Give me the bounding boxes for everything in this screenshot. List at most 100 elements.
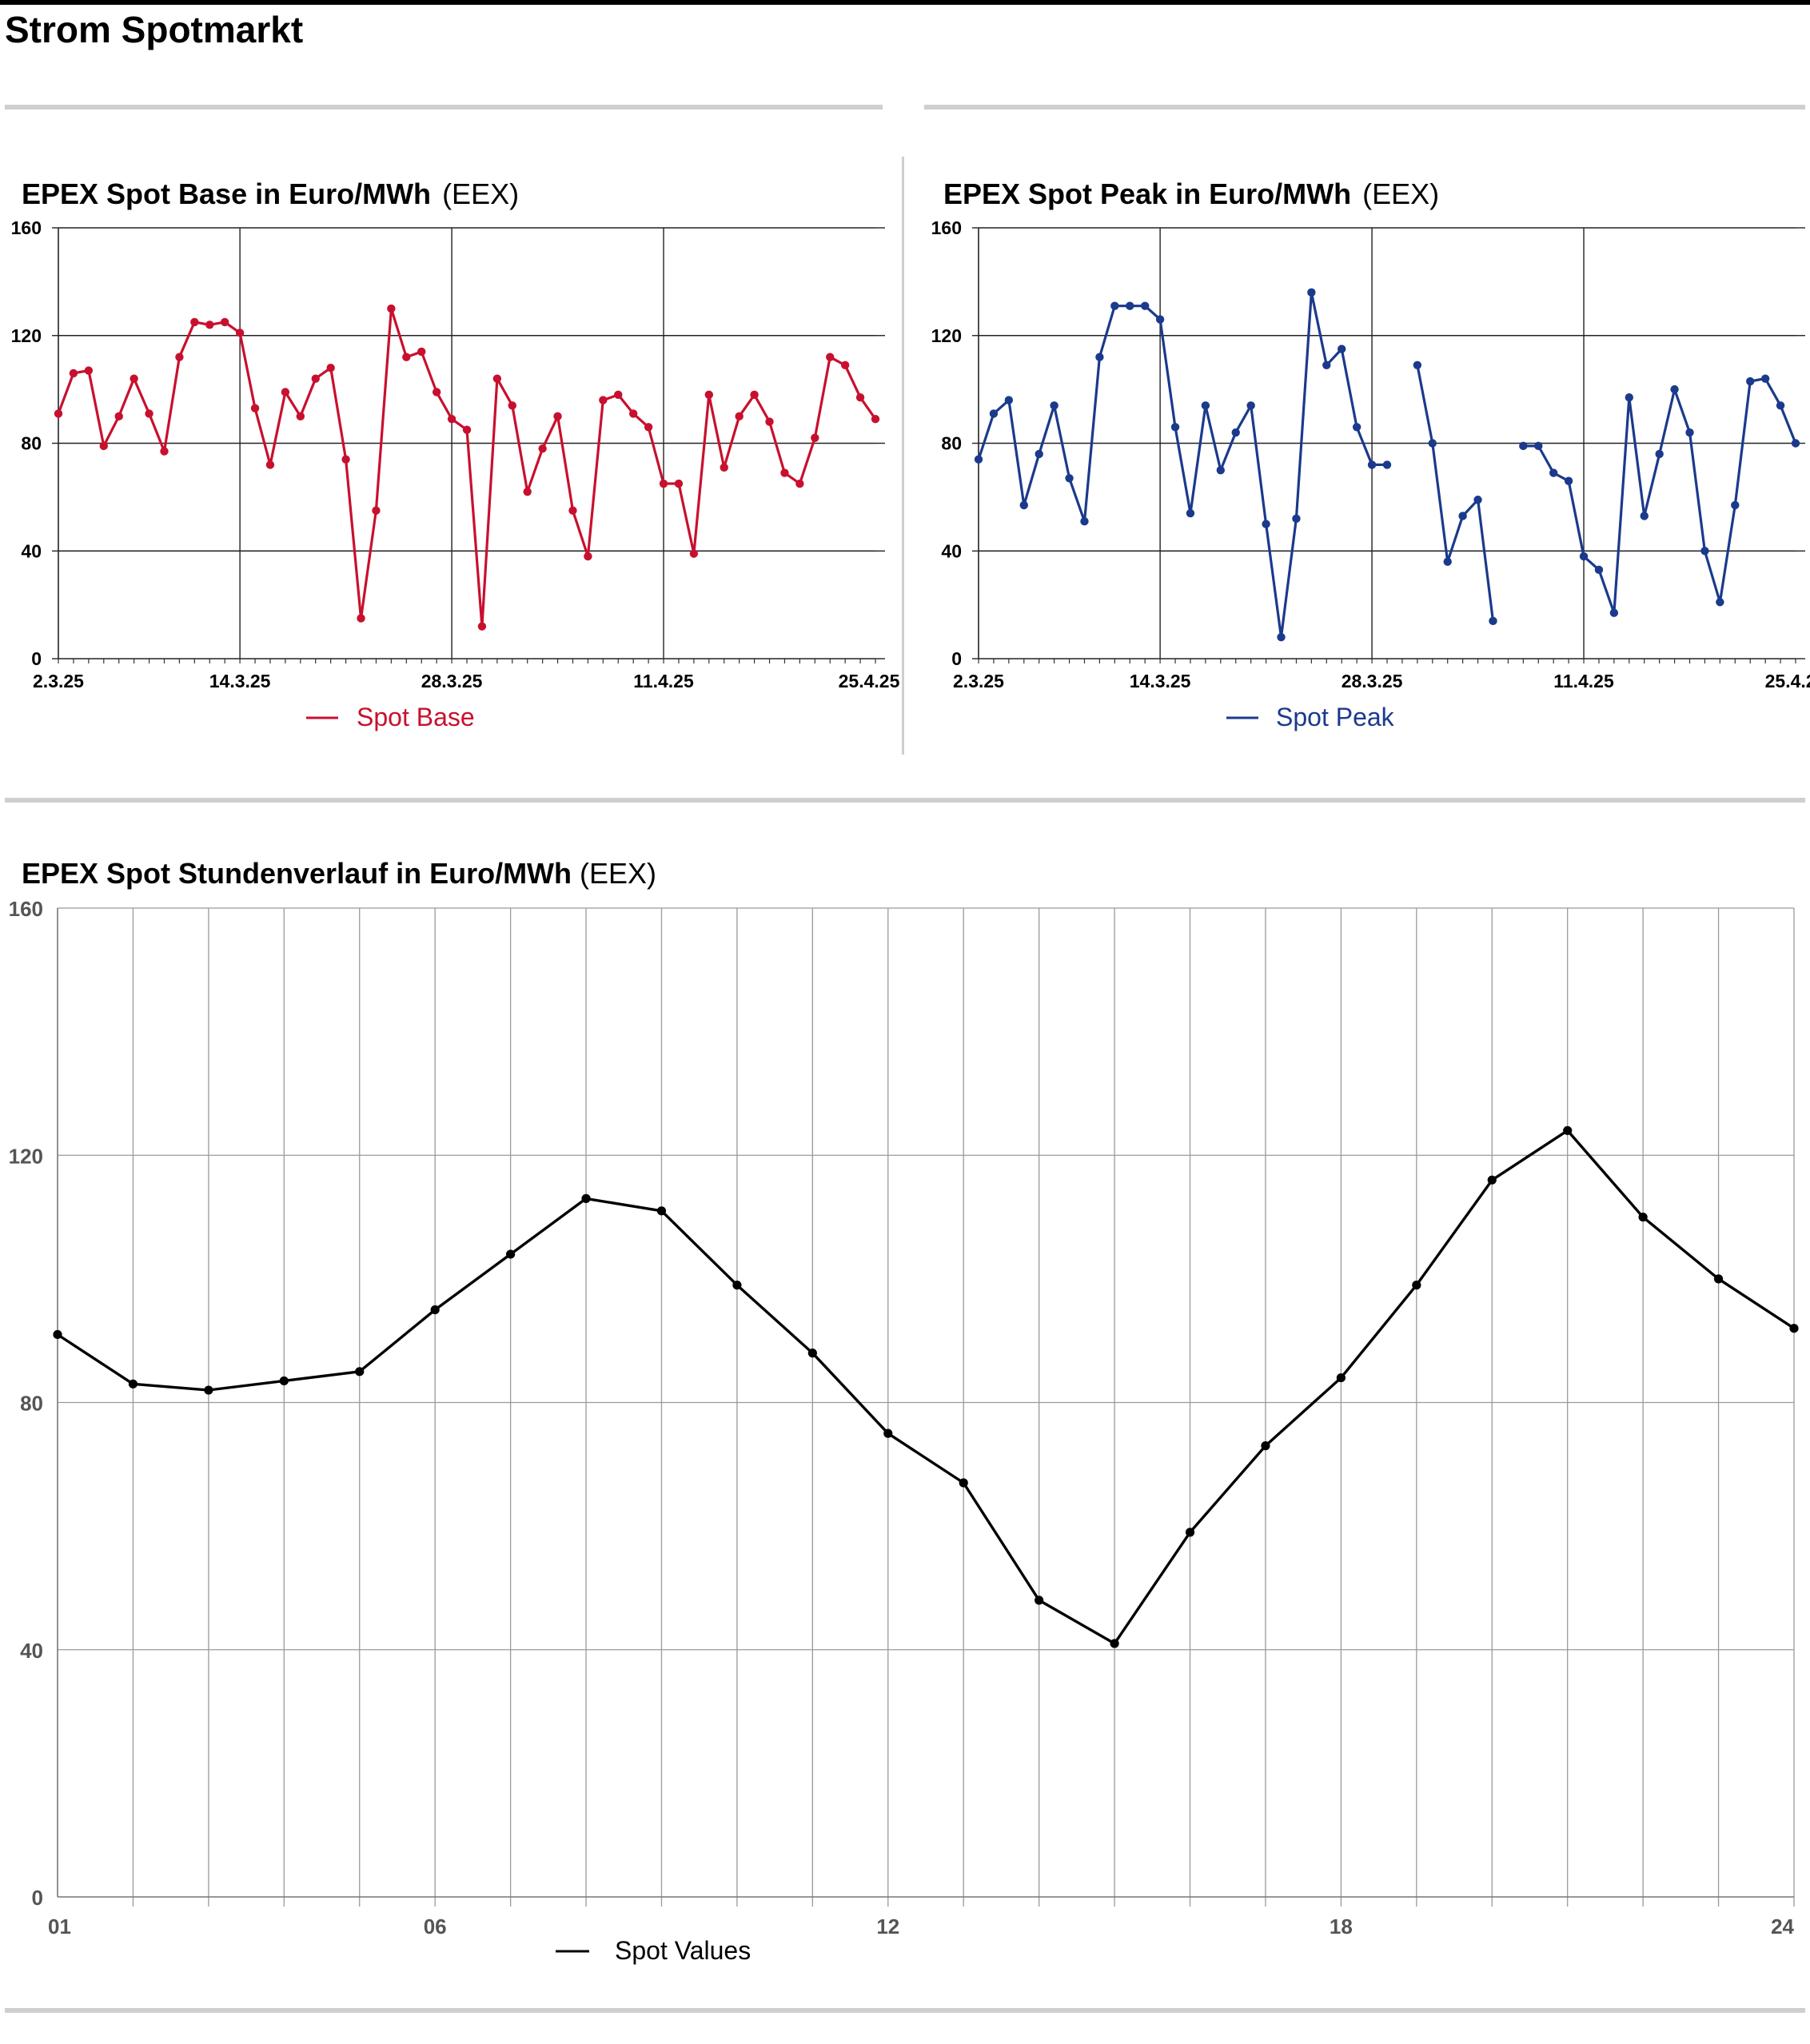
data-point	[1625, 393, 1634, 402]
base-chart-source: (EEX)	[442, 177, 520, 210]
data-point	[53, 1329, 62, 1340]
legend-label: Spot Values	[615, 1936, 751, 1965]
data-point	[974, 455, 983, 464]
data-point	[1231, 428, 1240, 437]
data-point	[160, 447, 169, 456]
data-point	[1564, 476, 1573, 485]
data-point	[175, 353, 184, 361]
hourly-chart-heading: EPEX Spot Stundenverlauf in Euro/MWh (EEX…	[22, 857, 656, 891]
x-tick-label: 24	[1771, 1915, 1794, 1938]
x-tick-label: 18	[1330, 1915, 1353, 1938]
data-point	[1185, 1528, 1195, 1537]
data-point	[1713, 1274, 1724, 1284]
data-point	[989, 409, 999, 418]
data-point	[130, 374, 138, 383]
data-point	[265, 460, 275, 469]
data-point	[477, 622, 487, 631]
data-point	[959, 1478, 968, 1488]
data-point	[1035, 1596, 1044, 1605]
data-point	[538, 444, 547, 453]
data-point	[1216, 465, 1226, 475]
data-point	[1473, 496, 1482, 504]
x-tick-label: 11.4.25	[633, 671, 694, 691]
data-point	[581, 1193, 591, 1203]
divider-left	[5, 105, 883, 110]
data-point	[220, 317, 229, 327]
data-point	[1655, 449, 1664, 459]
data-point	[1382, 460, 1392, 469]
data-point	[1367, 460, 1377, 469]
data-point	[644, 423, 653, 432]
data-point	[1170, 423, 1180, 432]
data-point	[1095, 353, 1104, 361]
data-point	[84, 366, 94, 375]
data-point	[704, 390, 714, 400]
data-point	[357, 614, 365, 623]
data-point	[840, 361, 850, 370]
data-point	[1640, 512, 1649, 520]
data-point	[1760, 374, 1770, 383]
y-tick-label: 0	[32, 1886, 43, 1910]
x-tick-label: 06	[424, 1915, 447, 1938]
data-point	[750, 390, 759, 400]
y-tick-label: 160	[11, 217, 42, 238]
data-point	[1201, 401, 1210, 410]
y-tick-label: 40	[20, 1639, 43, 1663]
data-point	[326, 363, 335, 373]
data-point	[1519, 441, 1528, 451]
data-point	[735, 412, 744, 421]
peak-chart-source: (EEX)	[1362, 177, 1440, 210]
data-point	[1322, 361, 1331, 370]
y-tick-label: 0	[951, 648, 962, 669]
x-tick-label: 11.4.25	[1553, 671, 1614, 691]
data-point	[99, 441, 108, 451]
y-tick-label: 160	[9, 897, 43, 921]
y-tick-label: 80	[941, 433, 962, 454]
data-point	[811, 433, 819, 442]
y-tick-label: 120	[9, 1144, 43, 1168]
data-point	[128, 1379, 138, 1389]
data-point	[1609, 608, 1619, 617]
hourly-price-chart: 0 40 80 120 160 01 06 12 18 24 Spot Values	[9, 897, 1799, 1965]
y-tick-label: 120	[11, 325, 42, 346]
data-point	[417, 347, 426, 357]
data-point	[204, 1385, 213, 1395]
x-tick-label: 14.3.25	[1130, 671, 1191, 691]
data-point	[689, 549, 699, 558]
data-point	[1549, 468, 1558, 477]
data-point	[1428, 439, 1437, 448]
data-point	[372, 506, 381, 515]
x-tick-label: 25.4.25	[1765, 671, 1810, 691]
data-point	[628, 409, 638, 418]
data-point	[341, 455, 350, 464]
hourly-chart-source: (EEX)	[580, 857, 657, 890]
y-tick-label: 160	[931, 217, 962, 238]
data-point	[659, 479, 668, 488]
data-point	[795, 479, 804, 488]
x-tick-label: 25.4.25	[839, 671, 900, 691]
data-point	[492, 374, 502, 383]
data-point	[447, 414, 456, 424]
data-point	[1791, 439, 1800, 448]
data-point	[1338, 345, 1346, 353]
base-price-chart: 0 40 80 120 160 2.3.25 14.3.25 28.3.25 11.4.25 25…	[11, 217, 900, 731]
data-point	[780, 468, 789, 477]
data-point	[1065, 474, 1074, 483]
data-point	[568, 506, 577, 515]
data-point	[69, 369, 78, 378]
data-point	[1050, 401, 1058, 410]
data-point	[1594, 565, 1604, 575]
data-point	[614, 390, 623, 400]
y-tick-label: 120	[931, 325, 962, 346]
data-point	[807, 1349, 817, 1358]
data-point	[1035, 449, 1043, 459]
data-point	[1277, 632, 1286, 642]
data-point	[1776, 401, 1785, 410]
data-point	[1534, 441, 1543, 451]
data-point	[114, 412, 123, 421]
page-title: Strom Spotmarkt	[5, 9, 304, 50]
data-point	[765, 417, 774, 426]
divider-right	[924, 105, 1805, 110]
data-point	[1670, 384, 1679, 394]
legend-label: Spot Peak	[1276, 703, 1395, 731]
